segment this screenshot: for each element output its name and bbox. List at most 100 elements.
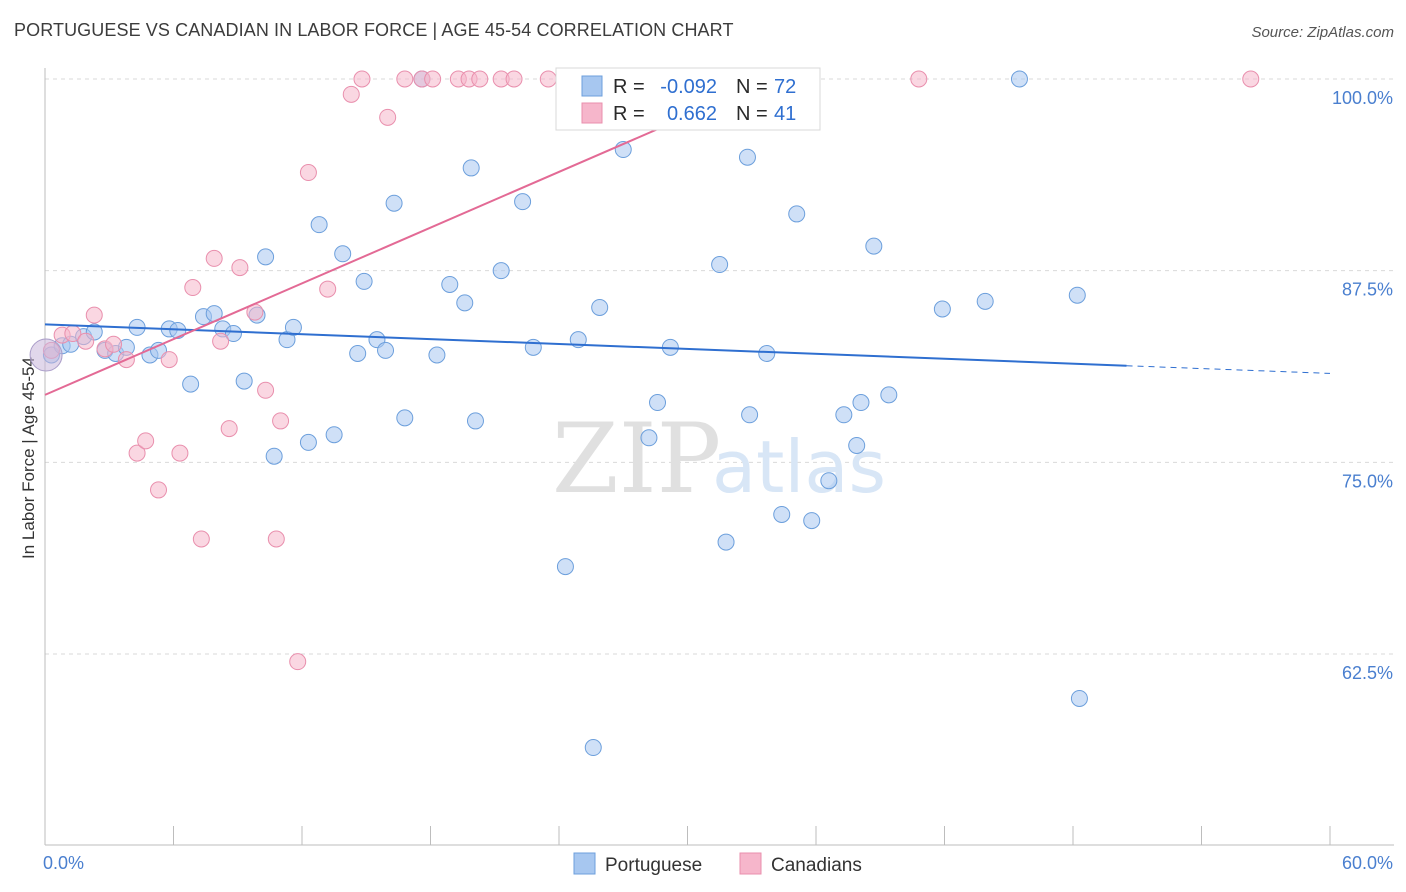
legend-r-label-canadians: R = (613, 103, 645, 125)
x-tick-label-0: 0.0% (43, 853, 84, 873)
point-canadians-23 (289, 653, 307, 671)
y-tick-label-3: 100.0% (1332, 88, 1393, 108)
point-portuguese-13 (182, 375, 200, 393)
point-portuguese-20 (257, 248, 275, 266)
point-portuguese-59 (820, 472, 838, 490)
point-portuguese-41 (514, 193, 532, 211)
point-canadians-36 (505, 70, 523, 88)
series-legend-label-portuguese: Portuguese (605, 855, 702, 876)
point-canadians-31 (424, 70, 442, 88)
point-canadians-29 (396, 70, 414, 88)
point-portuguese-64 (880, 386, 898, 404)
x-tick-label-1: 60.0% (1342, 853, 1393, 873)
point-portuguese-51 (711, 256, 729, 274)
point-portuguese-23 (284, 318, 302, 336)
point-portuguese-42 (524, 338, 542, 356)
point-portuguese-38 (462, 159, 480, 177)
point-portuguese-68 (1068, 286, 1086, 304)
legend-swatch-portuguese (581, 75, 603, 97)
chart-title: PORTUGUESE VS CANADIAN IN LABOR FORCE | … (14, 20, 734, 40)
point-portuguese-45 (584, 739, 602, 757)
point-canadians-27 (353, 70, 371, 88)
point-canadians-14 (192, 530, 210, 548)
trend-layer (44, 78, 1331, 396)
legend-n-value-portuguese: 72 (774, 76, 796, 98)
trendline-portuguese (44, 323, 1127, 367)
point-portuguese-58 (803, 512, 821, 530)
point-portuguese-60 (835, 406, 853, 424)
point-canadians-39 (910, 70, 928, 88)
y-tick-label-2: 87.5% (1342, 280, 1393, 300)
point-portuguese-29 (355, 272, 373, 290)
point-portuguese-62 (852, 394, 870, 412)
point-canadians-4 (85, 306, 103, 324)
legend-r-label-portuguese: R = (613, 76, 645, 98)
point-portuguese-53 (738, 148, 756, 166)
point-canadians-17 (220, 420, 238, 438)
source-note: Source: ZipAtlas.com (1251, 24, 1394, 41)
point-portuguese-32 (385, 194, 403, 212)
point-portuguese-18 (235, 372, 253, 390)
y-tick-labels: 62.5% 75.0% 87.5% 100.0% (1332, 88, 1393, 683)
point-portuguese-35 (428, 346, 446, 364)
gridlines (45, 78, 1394, 655)
x-tick-labels: 0.0% 60.0% (43, 853, 1393, 873)
point-canadians-21 (267, 530, 285, 548)
point-portuguese-37 (456, 294, 474, 312)
point-portuguese-31 (377, 341, 395, 359)
legend-n-label-canadians: N = (736, 103, 768, 125)
point-portuguese-46 (591, 298, 609, 316)
point-portuguese-40 (492, 262, 510, 280)
y-axis-label: In Labor Force | Age 45-54 (19, 357, 38, 559)
point-canadians-18 (231, 259, 249, 277)
axes (44, 68, 1394, 846)
legend-n-value-canadians: 41 (774, 103, 796, 125)
point-portuguese-21 (265, 447, 283, 465)
watermark-zip: ZIP (552, 403, 721, 515)
point-canadians-28 (379, 108, 397, 126)
point-canadians-9 (137, 432, 155, 450)
point-canadians-12 (171, 444, 189, 462)
point-portuguese-24 (299, 433, 317, 451)
trendline-canadians (44, 78, 774, 396)
watermark: ZIP atlas (552, 403, 886, 515)
y-tick-label-1: 75.0% (1342, 471, 1393, 491)
point-portuguese-54 (741, 406, 759, 424)
point-canadians-6 (105, 335, 123, 353)
point-portuguese-55 (758, 344, 776, 362)
point-portuguese-36 (441, 275, 459, 293)
point-canadians-22 (272, 412, 290, 430)
point-portuguese-61 (848, 436, 866, 454)
point-portuguese-56 (773, 505, 791, 523)
point-canadians-15 (205, 249, 223, 267)
series-legend: Portuguese Canadians (573, 852, 862, 876)
point-portuguese-25 (310, 216, 328, 234)
point-portuguese-43 (556, 558, 574, 576)
point-canadians-13 (184, 279, 202, 297)
series-legend-swatch-canadians (739, 852, 762, 875)
point-canadians-3 (77, 332, 95, 350)
point-portuguese-33 (396, 409, 414, 427)
point-portuguese-67 (1010, 70, 1028, 88)
stats-legend: R = -0.092 N = 72 R = 0.662 N = 41 (555, 67, 821, 131)
point-canadians-40 (1242, 70, 1260, 88)
point-canadians-34 (471, 70, 489, 88)
point-canadians-25 (319, 280, 337, 298)
point-portuguese-28 (349, 344, 367, 362)
point-canadians-8 (128, 444, 146, 462)
trendline-portuguese-extension (1126, 365, 1331, 374)
series-legend-label-canadians: Canadians (771, 855, 862, 876)
legend-n-label-portuguese: N = (736, 76, 768, 98)
point-portuguese-48 (640, 429, 658, 447)
point-canadians-16 (212, 332, 230, 350)
point-portuguese-49 (649, 394, 667, 412)
legend-r-value-portuguese: -0.092 (660, 76, 717, 98)
point-overlap-cluster (29, 338, 63, 372)
point-portuguese-66 (976, 292, 994, 310)
point-canadians-20 (257, 381, 275, 399)
legend-r-value-canadians: 0.662 (667, 103, 717, 125)
point-portuguese-27 (334, 245, 352, 263)
point-canadians-37 (539, 70, 557, 88)
point-portuguese-63 (865, 237, 883, 255)
